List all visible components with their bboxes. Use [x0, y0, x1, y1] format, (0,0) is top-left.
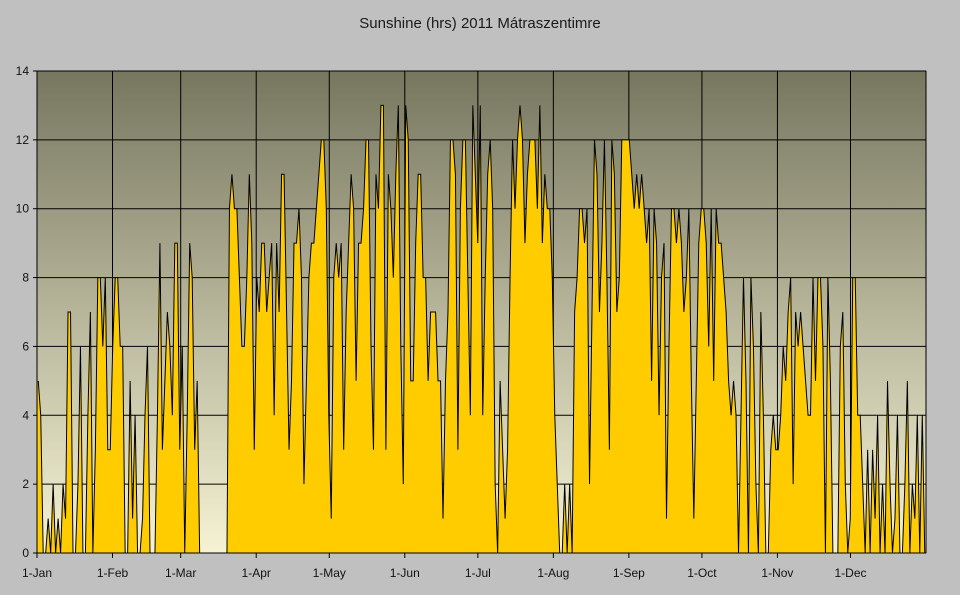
- x-tick-label: 1-May: [313, 566, 346, 580]
- y-tick-label: 14: [16, 64, 30, 78]
- x-tick-label: 1-Sep: [613, 566, 645, 580]
- x-tick-label: 1-Aug: [537, 566, 569, 580]
- chart-title: Sunshine (hrs) 2011 Mátraszentimre: [359, 15, 601, 32]
- x-tick-label: 1-Jul: [465, 566, 491, 580]
- y-tick-label: 6: [22, 339, 29, 353]
- x-tick-label: 1-Jun: [390, 566, 420, 580]
- x-tick-label: 1-Nov: [761, 566, 793, 580]
- x-tick-label: 1-Feb: [97, 566, 129, 580]
- x-tick-label: 1-Jan: [22, 566, 52, 580]
- y-tick-label: 10: [16, 202, 30, 216]
- x-tick-label: 1-Oct: [687, 566, 717, 580]
- y-tick-label: 4: [22, 408, 29, 422]
- y-tick-label: 2: [22, 477, 29, 491]
- sunshine-line: [37, 104, 926, 554]
- y-tick-label: 12: [16, 133, 30, 147]
- y-tick-label: 8: [22, 271, 29, 285]
- x-tick-label: 1-Mar: [165, 566, 196, 580]
- y-tick-label: 0: [22, 546, 29, 560]
- sunshine-area: [37, 105, 926, 554]
- x-tick-label: 1-Dec: [834, 566, 866, 580]
- x-tick-label: 1-Apr: [242, 566, 271, 580]
